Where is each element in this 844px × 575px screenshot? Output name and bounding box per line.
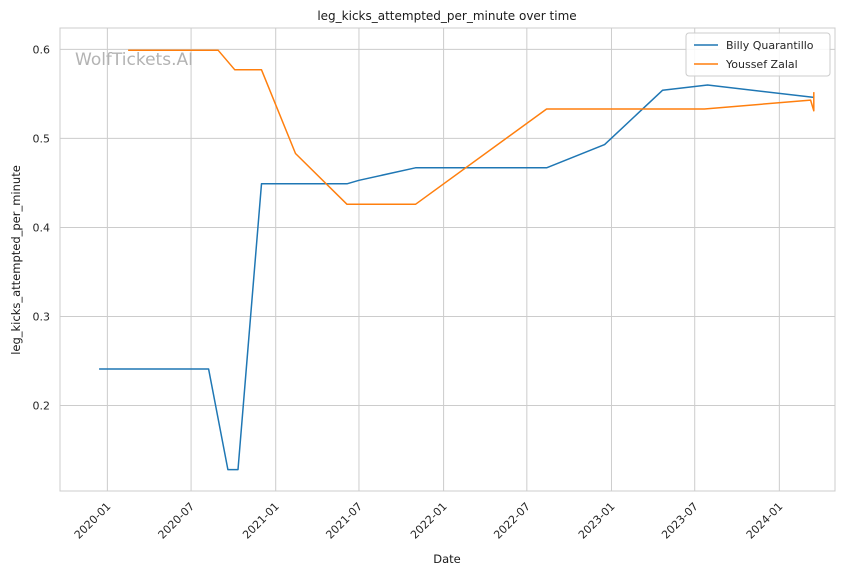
y-tick-label: 0.4 [33,221,51,234]
x-tick-label: 2020-07 [156,500,198,542]
x-axis-label: Date [433,552,461,566]
legend-box [685,32,831,77]
x-tick-label: 2023-07 [659,500,701,542]
legend: Billy Quarantillo Youssef Zalal [685,32,831,77]
chart-title: leg_kicks_attempted_per_minute over time [317,9,576,23]
x-tick-label: 2024-01 [744,500,786,542]
legend-label-youssef-zalal: Youssef Zalal [725,58,798,71]
x-tick-label: 2023-01 [576,500,618,542]
y-tick-label: 0.5 [33,132,51,145]
y-tick-label: 0.3 [33,310,51,323]
series-layer [99,49,815,471]
x-tick-label: 2022-01 [408,500,450,542]
plot-area [60,28,835,491]
y-tick-labels: 0.2 0.3 0.4 0.5 0.6 [33,43,51,412]
plot-frame [59,27,836,492]
legend-label-billy-quarantillo: Billy Quarantillo [726,39,814,52]
x-tick-label: 2020-01 [72,500,114,542]
x-tick-label: 2022-07 [491,500,533,542]
x-tick-label: 2021-01 [240,500,282,542]
x-tick-labels: 2020-01 2020-07 2021-01 2021-07 2022-01 2022-… [72,500,786,542]
x-tick-label: 2021-07 [323,500,365,542]
y-axis-label: leg_kicks_attempted_per_minute [9,165,23,355]
series-line-youssef-zalal [128,49,815,206]
y-tick-label: 0.2 [33,400,51,413]
series-line-billy-quarantillo [99,84,814,471]
watermark: WolfTickets.AI [75,50,193,70]
y-tick-label: 0.6 [33,43,51,56]
